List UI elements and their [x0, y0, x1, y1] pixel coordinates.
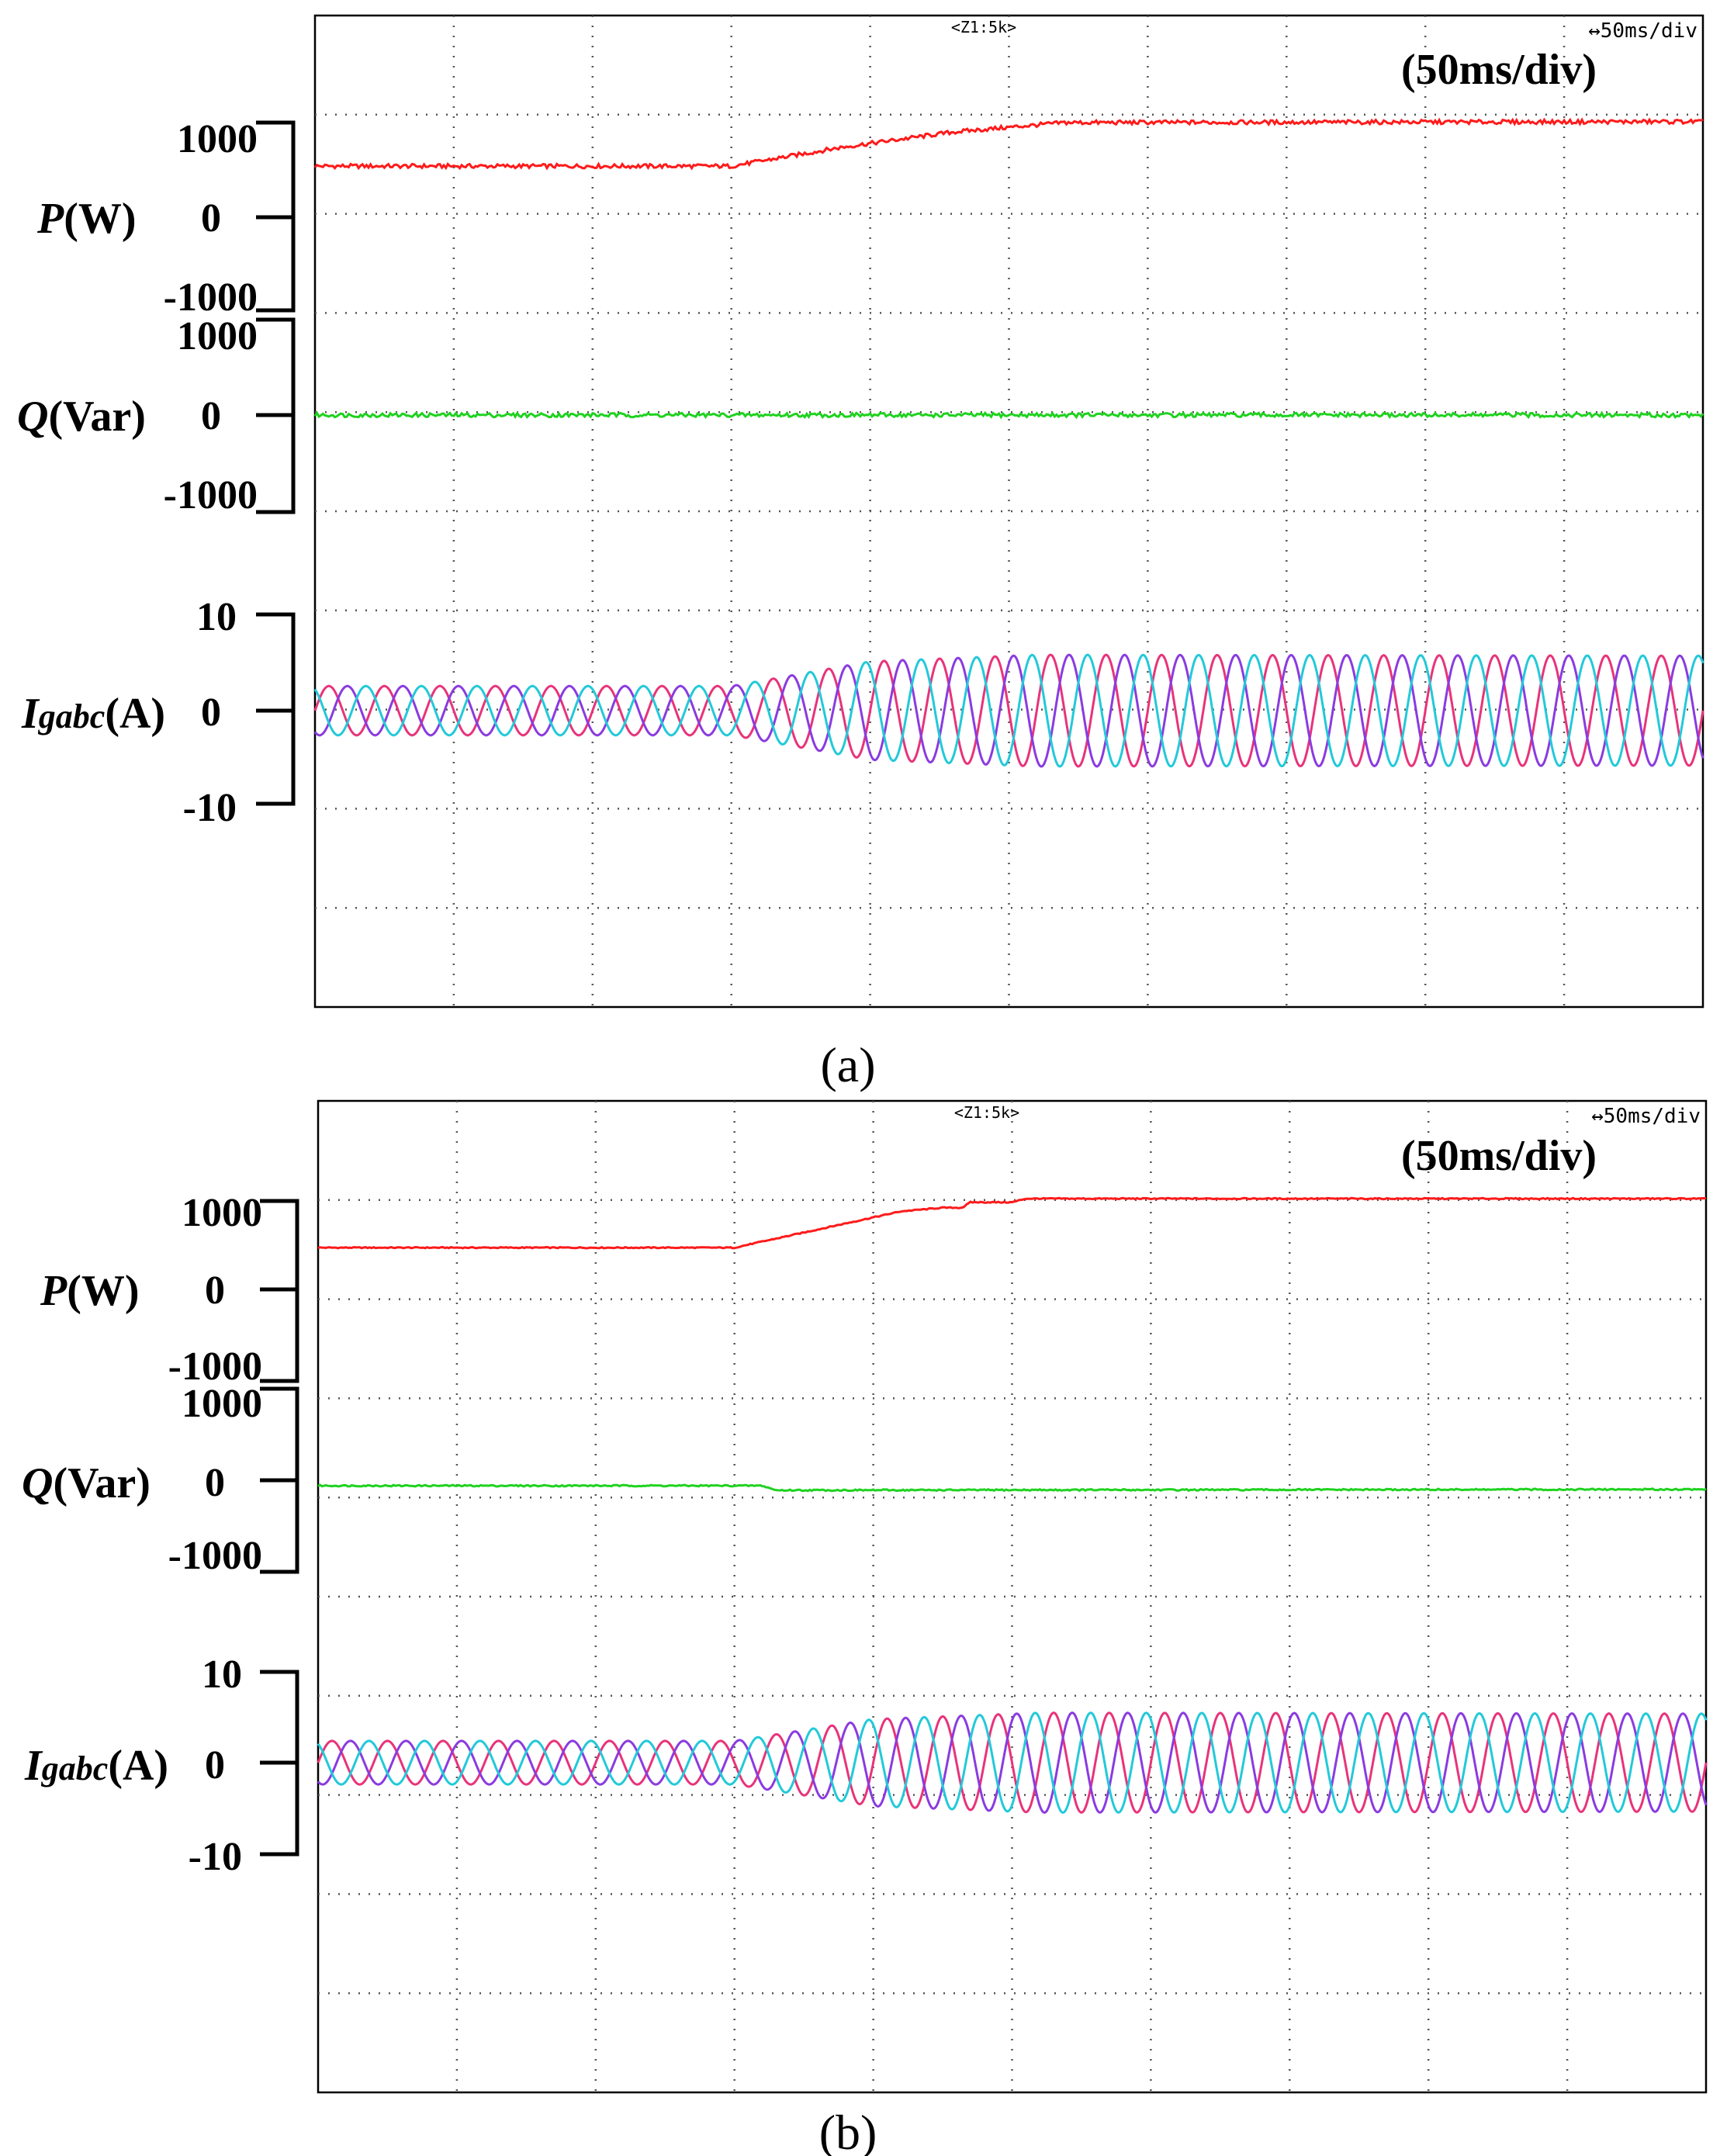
- i-tick-0-a: 0: [201, 690, 221, 735]
- i-tick-0-b: 0: [205, 1743, 225, 1787]
- zoom-label-a: <Z1:5k>: [951, 18, 1016, 36]
- p-tick-minus1000-a: -1000: [164, 275, 258, 320]
- i-axis-symbol-b: I: [24, 1742, 43, 1790]
- i-axis-symbol-a: I: [21, 690, 40, 738]
- time-division-label-a: (50ms/div): [1401, 46, 1597, 94]
- traces-b: [317, 1196, 1708, 1814]
- q-trace-a: [313, 410, 1704, 420]
- q-tick-0-a: 0: [201, 394, 221, 438]
- grid-b: [318, 1101, 1706, 2092]
- panel-label-b: (b): [819, 2105, 877, 2156]
- p-tick-0-b: 0: [205, 1268, 225, 1313]
- q-axis-symbol-a: Q: [17, 393, 48, 441]
- i-axis-subscript-b: gabc: [41, 1749, 109, 1787]
- current-ib-trace-a: [313, 653, 1704, 768]
- i-tick-10-b: 10: [202, 1652, 242, 1697]
- i-tick-10-a: 10: [196, 595, 237, 639]
- zoom-label-b: <Z1:5k>: [954, 1103, 1019, 1122]
- grid-a: [315, 16, 1703, 1007]
- q-tick-minus1000-a: -1000: [164, 473, 258, 517]
- i-tick-minus10-a: -10: [183, 786, 237, 830]
- panel-b: <Z1:5k> ↔50ms/div (50ms/div) 1000 0 -100…: [22, 1099, 1708, 2156]
- i-axis-unit-b: (A): [108, 1742, 168, 1790]
- panel-label-a: (a): [820, 1037, 875, 1092]
- current-ic-trace-a: [313, 653, 1704, 768]
- p-axis-unit-b: (W): [67, 1267, 139, 1315]
- i-tick-minus10-b: -10: [189, 1835, 242, 1879]
- q-axis-title-a: Q(Var): [17, 393, 146, 441]
- i-axis-title-b: Igabc(A): [24, 1742, 168, 1790]
- current-ib-trace-b: [317, 1711, 1708, 1814]
- p-axis-symbol-a: P: [36, 195, 64, 243]
- q-axis-symbol-b: Q: [22, 1459, 53, 1507]
- q-trace-b: [317, 1483, 1707, 1493]
- traces-a: [313, 117, 1704, 768]
- q-axis-unit-a: (Var): [48, 393, 145, 441]
- q-tick-1000-b: 1000: [182, 1382, 262, 1426]
- current-ic-trace-b: [317, 1711, 1708, 1814]
- i-axis-subscript-a: gabc: [38, 697, 106, 735]
- p-tick-1000-b: 1000: [182, 1191, 262, 1235]
- q-axis-title-b: Q(Var): [22, 1459, 151, 1507]
- p-axis-title-b: P(W): [40, 1267, 140, 1315]
- p-tick-0-a: 0: [201, 196, 221, 241]
- i-axis-title-a: Igabc(A): [21, 690, 165, 738]
- p-axis-symbol-b: P: [40, 1267, 67, 1315]
- i-axis-unit-a: (A): [105, 690, 165, 738]
- panel-a: <Z1:5k> ↔50ms/div (50ms/div) 1000 0 -100…: [17, 14, 1704, 1092]
- q-axis-unit-b: (Var): [53, 1459, 150, 1507]
- p-tick-1000-a: 1000: [177, 117, 258, 161]
- timebase-label-b: ↔50ms/div: [1591, 1105, 1701, 1128]
- p-trace-a: [313, 117, 1704, 171]
- current-ia-trace-a: [313, 653, 1704, 768]
- q-tick-minus1000-b: -1000: [168, 1534, 262, 1578]
- time-division-label-b: (50ms/div): [1401, 1132, 1597, 1180]
- p-axis-unit-a: (W): [64, 195, 136, 243]
- p-axis-title-a: P(W): [36, 195, 137, 243]
- current-ia-trace-b: [317, 1711, 1708, 1814]
- q-tick-1000-a: 1000: [177, 314, 258, 358]
- p-tick-minus1000-b: -1000: [168, 1344, 262, 1389]
- timebase-label-a: ↔50ms/div: [1588, 19, 1698, 43]
- q-tick-0-b: 0: [205, 1461, 225, 1505]
- p-trace-b: [317, 1196, 1707, 1250]
